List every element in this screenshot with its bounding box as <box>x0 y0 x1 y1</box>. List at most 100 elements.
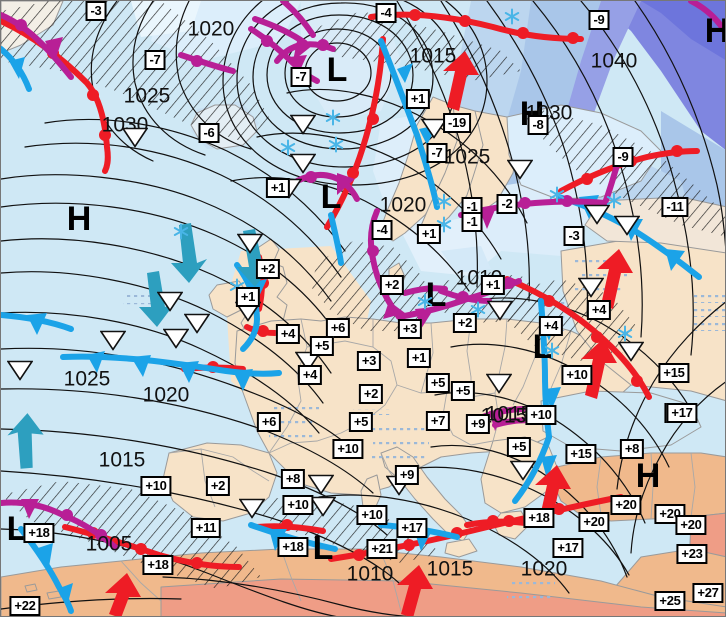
shower-triangle-icon <box>6 360 34 386</box>
isobar-label: 1025 <box>123 84 171 108</box>
temperature-label: +15 <box>658 363 690 383</box>
isobar-label: 1005 <box>85 532 133 556</box>
temperature-label: +18 <box>277 537 309 557</box>
temperature-label: -9 <box>612 147 634 167</box>
temperature-label: +17 <box>396 518 428 538</box>
temperature-label: -2 <box>496 194 518 214</box>
temperature-label: +3 <box>356 351 382 371</box>
isobar-label: 1020 <box>187 17 235 41</box>
temperature-label: +5 <box>348 412 374 432</box>
temperature-label: +2 <box>452 313 478 333</box>
shower-triangle-icon <box>509 460 537 486</box>
shower-triangle-icon <box>162 328 190 354</box>
shower-triangle-icon <box>156 291 184 317</box>
snowflake-icon <box>470 301 486 323</box>
temperature-label: -6 <box>198 123 220 143</box>
occluded-fronts <box>1 1 725 550</box>
temperature-label: +18 <box>142 555 174 575</box>
temperature-label: +1 <box>235 287 261 307</box>
snowflake-icon <box>617 325 633 347</box>
shower-triangle-icon <box>183 313 211 339</box>
shower-triangle-icon <box>99 330 127 356</box>
pressure-centre-l: L <box>320 178 342 216</box>
temperature-label: +20 <box>578 512 610 532</box>
shower-triangle-icon <box>289 114 317 140</box>
isobar-label: 1015 <box>426 557 474 581</box>
isobar-label: 1015 <box>480 404 528 428</box>
temperature-label: +6 <box>325 318 351 338</box>
temperature-label: -19 <box>443 113 471 133</box>
snowflake-icon <box>325 109 341 131</box>
temperature-label: +1 <box>405 89 431 109</box>
temperature-label: +21 <box>366 539 398 559</box>
temperature-label: +1 <box>416 224 442 244</box>
shower-triangle-icon <box>577 277 605 303</box>
shower-triangle-icon <box>238 498 266 524</box>
temperature-label: +5 <box>506 437 532 457</box>
isobar-label: 1015 <box>485 402 533 426</box>
shower-triangle-icon <box>307 474 335 500</box>
temperature-label: +15 <box>565 444 597 464</box>
isobar-label: 1020 <box>379 193 427 217</box>
snowflake-icon <box>606 192 622 214</box>
temperature-label: +10 <box>282 495 314 515</box>
temperature-label: +10 <box>140 476 172 496</box>
temperature-label: -7 <box>144 50 166 70</box>
temperature-label: -8 <box>527 115 549 135</box>
shower-triangle-icon <box>121 127 149 153</box>
pressure-centre-l: L <box>532 328 554 366</box>
shower-triangle-icon <box>506 159 534 185</box>
temperature-label: +1 <box>265 178 291 198</box>
pressure-centre-h: H <box>705 14 725 48</box>
pressure-centre-l: L <box>6 510 28 548</box>
temperature-label: +5 <box>309 336 335 356</box>
temperature-label: +1 <box>406 348 432 368</box>
pressure-centre-l: L <box>326 51 348 89</box>
isobar-label: 1010 <box>346 562 394 586</box>
temperature-label: -7 <box>290 67 312 87</box>
temperature-label: +10 <box>332 439 364 459</box>
snowflake-icon <box>436 193 452 215</box>
isobar-label: 1025 <box>63 367 111 391</box>
shower-triangle-icon <box>289 153 317 179</box>
pressure-centre-h: H <box>635 457 661 495</box>
temperature-label: +6 <box>256 412 282 432</box>
temperature-label: +20 <box>675 515 707 535</box>
temperature-label: +1 <box>480 275 506 295</box>
temperature-label: +5 <box>450 381 476 401</box>
snowflake-icon <box>544 342 560 364</box>
temperature-label: +7 <box>425 411 451 431</box>
pressure-centre-l: L <box>425 276 447 314</box>
isobar-label: 1025 <box>443 145 491 169</box>
isobar-label: 1015 <box>98 448 146 472</box>
snowflake-icon <box>549 186 565 208</box>
temperature-label: +2 <box>205 476 231 496</box>
temperature-label: +2 <box>255 259 281 279</box>
temperature-label: +10 <box>356 505 388 525</box>
temperature-label: +2 <box>358 384 384 404</box>
temperature-label: +9 <box>465 414 491 434</box>
isobar-label: 1040 <box>590 49 638 73</box>
temperature-label: +11 <box>190 518 222 538</box>
temperature-label: +4 <box>297 365 323 385</box>
snowflake-icon <box>417 293 433 315</box>
temperature-label: +25 <box>654 591 686 611</box>
temperature-label: -4 <box>375 3 397 23</box>
snowflake-icon <box>328 136 344 158</box>
snowflake-icon <box>504 8 520 30</box>
isobar-label: 1020 <box>142 383 190 407</box>
shower-triangle-icon <box>236 233 264 259</box>
temperature-label: +4 <box>538 316 564 336</box>
temperature-label: +17 <box>666 403 698 423</box>
temperature-label: -3 <box>563 226 585 246</box>
temperature-label: +3 <box>397 319 423 339</box>
temperature-label: -11 <box>661 197 689 217</box>
shower-triangle-icon <box>294 351 322 377</box>
temperature-label: +8 <box>619 439 645 459</box>
isobar-label: 1020 <box>520 557 568 581</box>
temperature-label: +27 <box>692 583 724 603</box>
temperature-label: +8 <box>280 469 306 489</box>
temperature-label: +18 <box>23 523 55 543</box>
shower-triangle-icon <box>583 204 611 230</box>
